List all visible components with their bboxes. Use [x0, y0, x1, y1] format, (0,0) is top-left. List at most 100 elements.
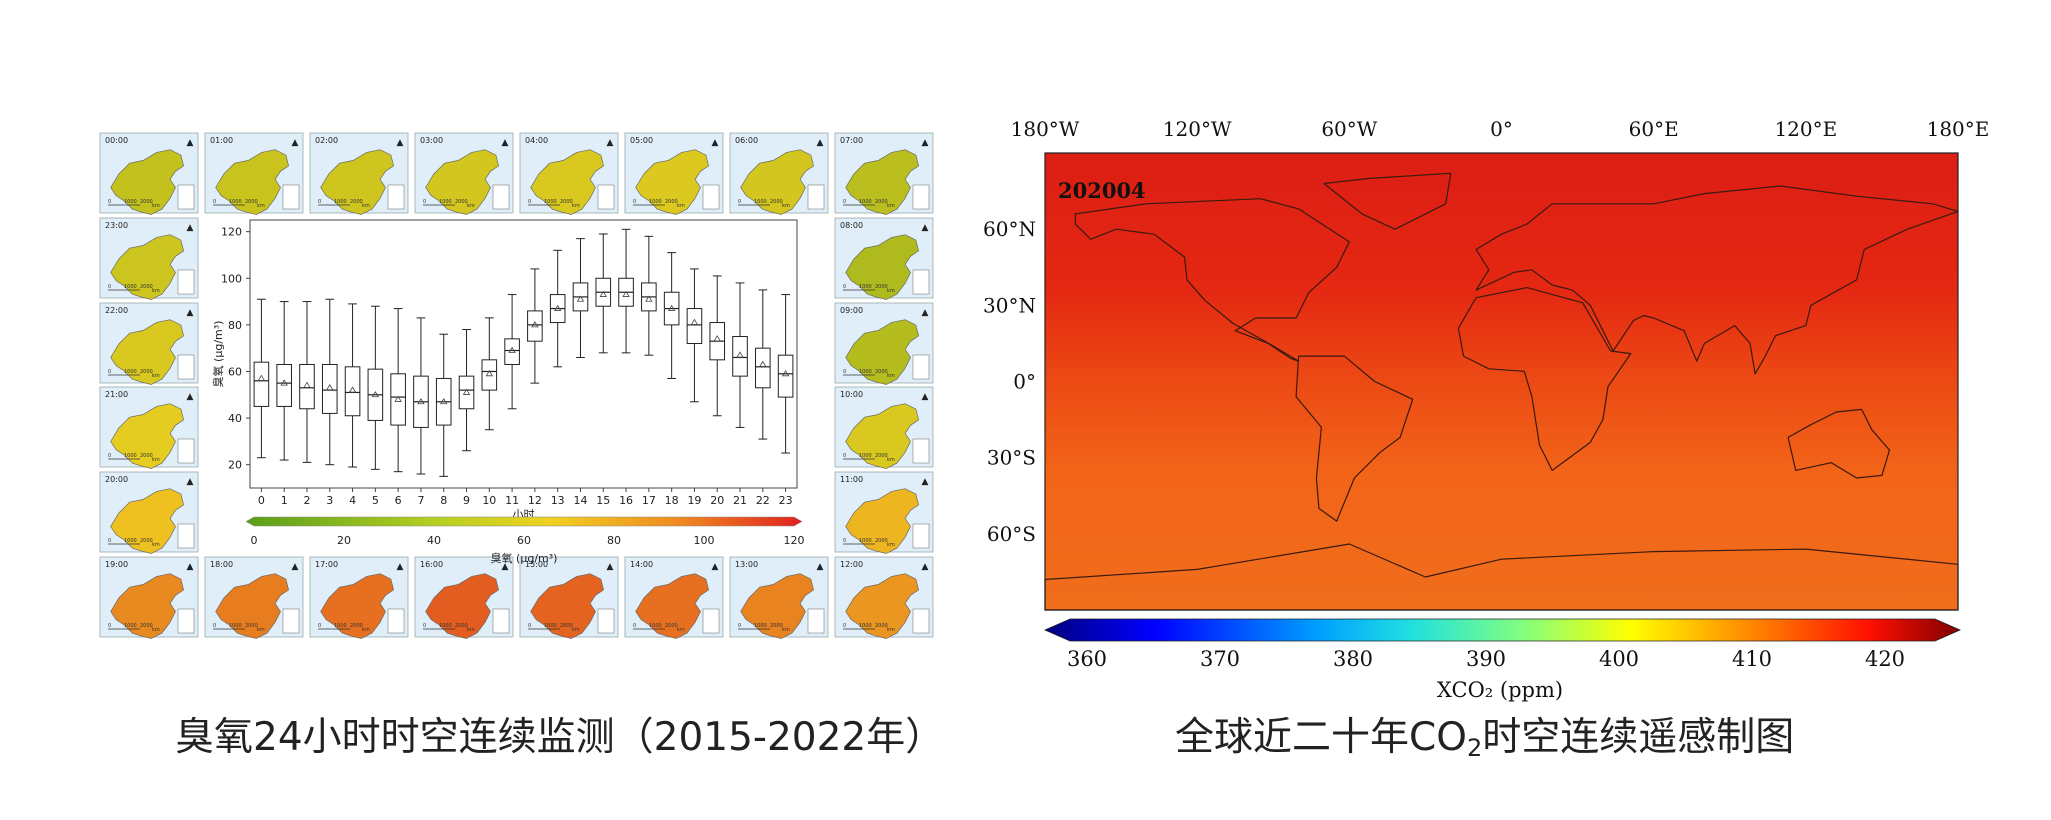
mean-marker: [417, 397, 425, 405]
china-shape: [845, 403, 919, 469]
south-china-sea-inset: [912, 523, 930, 549]
scale-unit: km: [782, 203, 790, 209]
south-china-sea-inset: [597, 608, 615, 634]
x-tick-label: 21: [733, 494, 747, 507]
scale-label: 2000: [140, 453, 153, 459]
scale-label: 0: [528, 623, 531, 629]
scale-label: 2000: [875, 369, 888, 375]
china-shape: [320, 573, 394, 639]
scale-label: 0: [108, 623, 111, 629]
scale-label: 0: [843, 284, 846, 290]
x-tick-label: 14: [573, 494, 587, 507]
scale-label: 1000: [859, 199, 872, 205]
scale-label: 0: [108, 284, 111, 290]
north-arrow-icon: ▲: [922, 392, 929, 402]
scale-label: 2000: [770, 623, 783, 629]
x-tick-label: 0: [258, 494, 265, 507]
scale-label: 2000: [770, 199, 783, 205]
y-tick-label: 20: [228, 459, 242, 472]
scale-label: 0: [108, 538, 111, 544]
north-arrow-icon: ▲: [922, 138, 929, 148]
x-tick-label: 22: [756, 494, 770, 507]
longitude-tick-label: 60°W: [1321, 117, 1377, 141]
x-tick-label: 7: [417, 494, 424, 507]
mean-marker: [348, 386, 357, 393]
scale-label: 2000: [875, 453, 888, 459]
china-shape: [110, 319, 184, 385]
north-arrow-icon: ▲: [187, 308, 194, 318]
scale-label: 1000: [439, 199, 452, 205]
scale-label: 1000: [124, 453, 137, 459]
plot-area: [249, 219, 798, 489]
box-hour-10: [481, 359, 498, 391]
scale-unit: km: [467, 203, 475, 209]
north-arrow-icon: ▲: [607, 138, 614, 148]
x-tick-label: 23: [779, 494, 793, 507]
y-tick-label: 100: [221, 272, 242, 285]
china-shape: [110, 234, 184, 300]
south-china-sea-inset: [702, 608, 720, 634]
scale-unit: km: [152, 203, 160, 209]
y-tick-label: 120: [221, 226, 242, 239]
scale-label: 1000: [649, 199, 662, 205]
x-tick-label: 15: [596, 494, 610, 507]
scale-unit: km: [887, 203, 895, 209]
scale-unit: km: [887, 373, 895, 379]
x-tick-label: 9: [463, 494, 470, 507]
north-arrow-icon: ▲: [922, 223, 929, 233]
scale-label: 0: [843, 369, 846, 375]
map-tile-hour-label: 06:00: [735, 136, 758, 145]
scale-label: 2000: [140, 369, 153, 375]
china-shape: [530, 149, 604, 215]
scale-label: 2000: [875, 199, 888, 205]
y-tick-label: 40: [228, 412, 242, 425]
scale-unit: km: [152, 373, 160, 379]
map-tile-hour-label: 11:00: [840, 475, 863, 484]
china-shape: [215, 573, 289, 639]
ozone-colorbar-label: 臭氧 (μg/m³): [491, 551, 558, 565]
south-china-sea-inset: [912, 608, 930, 634]
box-hour-3: [321, 363, 338, 414]
scale-label: 0: [843, 538, 846, 544]
map-tile-hour-label: 07:00: [840, 136, 863, 145]
scale-label: 0: [633, 623, 636, 629]
ozone-colorbar-bar: [245, 516, 803, 527]
x-tick-label: 4: [349, 494, 356, 507]
map-tile-hour-label: 19:00: [105, 560, 128, 569]
china-shape: [320, 149, 394, 215]
scale-unit: km: [887, 457, 895, 463]
scale-label: 2000: [140, 284, 153, 290]
scale-label: 0: [213, 623, 216, 629]
mean-marker: [508, 346, 516, 353]
map-tile-hour-label: 10:00: [840, 390, 863, 399]
scale-label: 1000: [124, 284, 137, 290]
y-tick-label: 80: [228, 319, 242, 332]
south-china-sea-inset: [387, 608, 405, 634]
ozone-caption: 臭氧24小时时空连续监测（2015-2022年）: [175, 715, 945, 760]
map-tile-hour-label: 03:00: [420, 136, 443, 145]
map-tile-hour-label: 08:00: [840, 221, 863, 230]
scale-label: 0: [423, 623, 426, 629]
ozone-colorbar-tick: 60: [517, 534, 531, 547]
mean-marker: [326, 384, 334, 391]
south-china-sea-inset: [807, 184, 825, 210]
scale-unit: km: [152, 288, 160, 294]
scale-label: 1000: [544, 623, 557, 629]
mean-marker: [622, 290, 630, 297]
ozone-colorbar: 0 20 40 60 80 100 120 臭氧 (μg/m³): [245, 516, 805, 565]
scale-label: 1000: [439, 623, 452, 629]
scale-unit: km: [152, 627, 160, 633]
scale-label: 0: [738, 199, 741, 205]
ozone-colorbar-tick: 80: [607, 534, 621, 547]
mean-marker: [394, 395, 402, 402]
scale-label: 1000: [859, 369, 872, 375]
scale-label: 1000: [124, 199, 137, 205]
north-arrow-icon: ▲: [187, 392, 194, 402]
